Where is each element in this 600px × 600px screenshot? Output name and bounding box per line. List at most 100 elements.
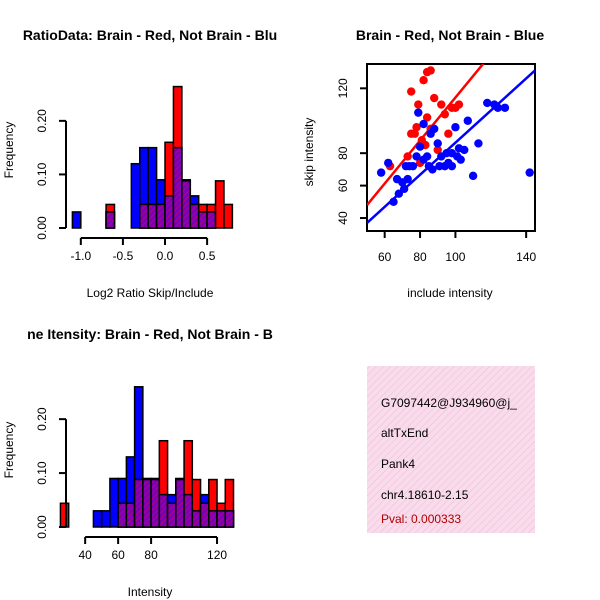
- hist-bar-overlap-4: [105, 211, 116, 229]
- y-tick-label-2: 0.20: [35, 109, 49, 133]
- scatter-point-brain-4: [410, 129, 419, 138]
- hist-bar-overlap-12: [158, 493, 169, 528]
- scatter-point-notbrain-8: [403, 174, 412, 184]
- scatter-point-brain-21: [412, 123, 421, 132]
- ratio-hist-bars: [71, 85, 234, 229]
- hist-bar-brain-17: [214, 180, 225, 229]
- hist-bar-overlap-14: [189, 203, 200, 229]
- hist-bar-overlap-14: [175, 478, 185, 528]
- hist-bar-overlap-10: [142, 478, 152, 528]
- scatter-clipped-layer: [366, 64, 535, 243]
- scatter-y-tick-label-3: 120: [336, 78, 350, 98]
- scatter-point-notbrain-11: [412, 152, 421, 161]
- hist-bar-notbrain-4: [92, 510, 103, 528]
- scatter-point-notbrain-33: [474, 139, 483, 148]
- info-panel: G7097442@J934960@j_ altTxEnd Pank4 chr4.…: [367, 366, 535, 533]
- y-tick-label-2: 0.20: [35, 407, 49, 431]
- x-tick-label-1: 60: [111, 548, 125, 562]
- info-event-id: G7097442@J934960@j_: [381, 396, 517, 410]
- hist-bar-overlap-8: [139, 203, 149, 229]
- x-tick-label-0: 40: [78, 548, 92, 562]
- y-tick-label-0: 0.00: [35, 216, 49, 240]
- scatter-ylabel: skip intensity: [302, 118, 316, 187]
- hist-bar-overlap-9: [147, 203, 158, 229]
- info-panel-background: [367, 366, 535, 533]
- hist-bar-overlap-16: [206, 211, 217, 229]
- hist-bar-notbrain-5: [100, 510, 111, 528]
- scatter-point-brain-5: [414, 100, 423, 109]
- scatter-point-notbrain-30: [460, 145, 469, 155]
- hist-bar-brain-18: [223, 203, 234, 229]
- scatter-fit-line-notbrain: [367, 69, 535, 224]
- scatter-point-brain-22: [437, 100, 446, 109]
- scatter-point-notbrain-31: [463, 116, 472, 125]
- hist-bar-overlap-15: [183, 493, 194, 528]
- x-tick-label-0: -1.0: [70, 249, 91, 263]
- intensity-histogram: ne Itensity: Brain - Red, Not Brain - B …: [2, 326, 273, 599]
- y-tick-label-1: 0.10: [35, 162, 49, 186]
- scatter-point-notbrain-18: [433, 139, 442, 148]
- scatter-y-tick-label-1: 60: [336, 179, 350, 193]
- hist-bar-overlap-17: [199, 502, 210, 528]
- hist-bar-overlap-7: [117, 502, 128, 528]
- scatter-point-notbrain-34: [483, 98, 492, 108]
- scatter-point-brain-12: [430, 93, 439, 103]
- hist-bar-overlap-16: [191, 510, 202, 528]
- scatter-point-notbrain-0: [376, 168, 386, 177]
- intensity-hist-xlabel: Intensity: [128, 585, 173, 599]
- y-tick-label-0: 0.00: [35, 515, 49, 539]
- scatter-point-brain-17: [454, 100, 464, 109]
- intensity-hist-title: ne Itensity: Brain - Red, Not Brain - B: [27, 326, 273, 342]
- ratio-hist-ylabel: Frequency: [2, 122, 16, 179]
- scatter-plot-box: [366, 63, 536, 232]
- hist-bar-overlap-11: [150, 478, 161, 528]
- scatter-point-brain-20: [426, 66, 435, 75]
- x-tick-label-2: 0.0: [157, 249, 174, 263]
- scatter-point-notbrain-29: [456, 155, 465, 164]
- scatter-fit-line-brain: [367, 64, 485, 206]
- x-tick-label-1: -0.5: [113, 249, 134, 263]
- hist-bar-overlap-8: [125, 502, 136, 528]
- scatter-point-notbrain-14: [422, 152, 432, 161]
- hist-bar-notbrain-0: [71, 211, 82, 229]
- hist-bar-overlap-15: [197, 211, 208, 229]
- hist-bar-overlap-19: [216, 510, 227, 528]
- scatter-x-tick-label-2: 100: [445, 250, 465, 264]
- scatter-x-tick-label-0: 60: [378, 250, 392, 264]
- info-pvalue: Pval: 0.000333: [381, 512, 461, 526]
- x-tick-label-2: 80: [144, 548, 158, 562]
- scatter-y-tick-label-0: 40: [336, 211, 350, 225]
- y-tick-label-1: 0.10: [35, 461, 49, 485]
- scatter-point-notbrain-10: [408, 161, 418, 171]
- hist-bar-overlap-12: [172, 146, 183, 229]
- x-tick-label-3: 0.5: [199, 249, 216, 263]
- hist-bar-notbrain-7: [130, 162, 141, 229]
- hist-bar-overlap-13: [166, 502, 177, 528]
- scatter-point-notbrain-40: [419, 119, 428, 129]
- scatter-point-notbrain-37: [500, 103, 510, 112]
- ratio-hist-title: RatioData: Brain - Red, Not Brain - Blu: [23, 27, 277, 43]
- scatter-point-notbrain-32: [468, 171, 478, 181]
- info-gene-name: Pank4: [381, 457, 415, 471]
- x-tick-label-3: 120: [207, 548, 227, 562]
- hist-bar-overlap-20: [224, 510, 235, 528]
- scatter-point-notbrain-12: [415, 142, 425, 151]
- ratio-hist-axes: -1.0 -0.5 0.0 0.5 0.00 0.10 0.20: [35, 109, 216, 263]
- info-event-type: altTxEnd: [381, 426, 428, 440]
- scatter-point-brain-0: [366, 235, 374, 243]
- hist-bar-notbrain-6: [109, 477, 119, 528]
- scatter-point-notbrain-25: [447, 161, 457, 171]
- hist-bar-overlap-18: [208, 510, 218, 528]
- hist-bar-brain-0: [59, 502, 70, 528]
- scatter-title: Brain - Red, Not Brain - Blue: [356, 27, 544, 43]
- hist-bar-overlap-11: [164, 195, 175, 229]
- scatter-points: [366, 64, 535, 243]
- scatter-point-brain-10: [422, 113, 432, 122]
- scatter-point-brain-18: [407, 87, 416, 96]
- intensity-scatter: Brain - Red, Not Brain - Blue 60 80 100 140…: [302, 27, 544, 300]
- ratio-histogram: RatioData: Brain - Red, Not Brain - Blu …: [2, 27, 277, 300]
- hist-bar-overlap-10: [155, 203, 166, 229]
- scatter-point-notbrain-41: [428, 165, 437, 174]
- scatter-point-brain-8: [419, 76, 428, 85]
